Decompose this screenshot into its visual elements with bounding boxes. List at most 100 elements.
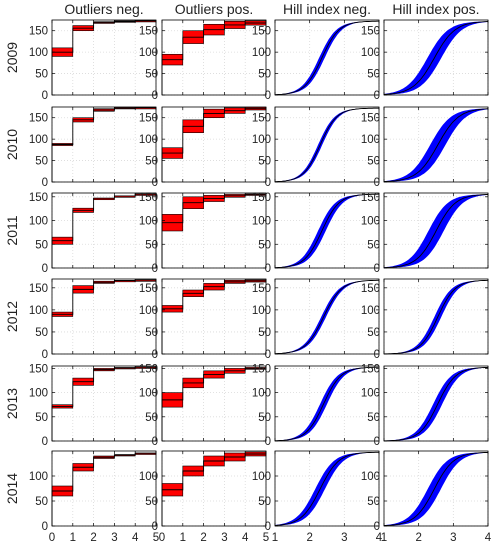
confidence-band	[275, 452, 379, 526]
x-tick-label: 2	[200, 532, 206, 544]
row-label-2012: 2012	[4, 301, 20, 332]
row-label-2011: 2011	[4, 215, 20, 245]
y-tick-label: 150	[361, 26, 380, 38]
y-tick-label: 100	[139, 216, 158, 228]
row-label-2013: 2013	[4, 388, 20, 419]
y-tick-label: 100	[139, 471, 158, 483]
y-tick-label: 150	[252, 363, 271, 375]
panel-2010-col-1: 0 50 100 150	[29, 106, 157, 189]
panel-2012-col-3: 0 50 100 150	[252, 278, 380, 361]
y-tick-label: 0	[152, 521, 158, 533]
x-tick-label: 4	[132, 532, 139, 544]
panel-2014-col-1: 0 50 100 0 1 2 3 4 5	[29, 450, 159, 544]
y-tick-label: 0	[42, 90, 48, 102]
y-tick-label: 150	[139, 26, 158, 38]
y-tick-label: 50	[35, 496, 48, 508]
x-tick-label: 1	[70, 532, 76, 544]
axes-frame	[383, 19, 489, 96]
cdf-line	[383, 108, 489, 183]
y-tick-label: 50	[145, 327, 158, 339]
axes-frame	[51, 365, 157, 442]
panel-2012-col-2: 0 50 100 150	[139, 278, 267, 361]
panel-2011-col-2: 0 50 100 150	[139, 192, 267, 275]
axes-frame	[51, 192, 157, 269]
y-tick-label: 50	[258, 412, 271, 424]
confidence-band	[384, 367, 488, 441]
y-tick-label: 150	[361, 113, 380, 125]
axes-frame	[161, 450, 267, 527]
y-tick-label: 150	[139, 113, 158, 125]
step-line	[161, 22, 266, 95]
y-tick-label: 150	[361, 363, 380, 375]
cdf-line	[383, 451, 489, 527]
x-tick-label: 4	[376, 532, 383, 544]
y-tick-label: 100	[139, 388, 158, 400]
axes-frame	[51, 106, 157, 183]
y-tick-label: 100	[252, 305, 271, 317]
y-tick-label: 100	[139, 47, 158, 59]
cdf-line	[383, 279, 489, 355]
panel-2009-col-4: 0 50 100 150	[361, 19, 489, 102]
y-tick-label: 100	[361, 388, 380, 400]
cdf-line	[274, 279, 379, 355]
y-tick-label: 50	[35, 327, 48, 339]
y-tick-label: 50	[367, 156, 380, 168]
x-tick-label: 2	[415, 532, 421, 544]
y-tick-label: 150	[139, 192, 158, 204]
step-line	[161, 367, 266, 441]
cdf-line	[383, 194, 488, 269]
x-tick-label: 3	[221, 532, 227, 544]
axes-frame	[274, 192, 380, 269]
y-tick-label: 150	[29, 113, 48, 125]
cdf-line	[384, 366, 489, 442]
y-tick-label: 0	[152, 436, 158, 448]
y-tick-label: 100	[252, 388, 271, 400]
y-tick-label: 0	[265, 90, 271, 102]
y-tick-label: 100	[29, 471, 48, 483]
x-tick-label: 1	[381, 532, 387, 544]
x-tick-label: 3	[341, 532, 347, 544]
x-tick-label: 2	[306, 532, 312, 544]
y-tick-label: 0	[374, 349, 380, 361]
step-line	[51, 366, 156, 441]
cdf-line	[275, 366, 380, 442]
y-tick-label: 0	[42, 349, 48, 361]
x-tick-label: 4	[485, 532, 492, 544]
y-tick-label: 100	[361, 47, 380, 59]
confidence-band	[275, 367, 379, 441]
row-label-2010: 2010	[4, 129, 20, 160]
panel-2009-col-2: 0 50 100 150	[139, 19, 267, 102]
column-title-1: Outliers neg.	[64, 1, 143, 17]
axes-frame	[383, 450, 489, 527]
axes-frame	[274, 106, 380, 183]
axes-frame	[161, 278, 267, 355]
y-tick-label: 50	[145, 69, 158, 81]
axes-frame	[161, 365, 267, 442]
y-tick-label: 150	[252, 192, 271, 204]
y-tick-label: 50	[258, 69, 271, 81]
column-title-4: Hill index pos.	[392, 1, 479, 17]
panel-2009-col-1: 0 50 100 150	[29, 19, 157, 102]
panel-2011-col-3: 0 50 100 150	[252, 192, 380, 275]
panel-2013-col-4: 0 50 100 150	[361, 363, 489, 448]
y-tick-label: 0	[42, 436, 48, 448]
y-tick-label: 100	[252, 471, 271, 483]
y-tick-label: 50	[367, 239, 380, 251]
x-tick-label: 0	[159, 532, 165, 544]
y-tick-label: 50	[367, 327, 380, 339]
axes-frame	[51, 450, 157, 527]
panel-2012-col-4: 0 50 100 150	[361, 278, 489, 361]
y-tick-label: 150	[139, 283, 158, 295]
y-tick-label: 50	[145, 496, 158, 508]
axes-frame	[383, 278, 489, 355]
y-tick-label: 100	[29, 134, 48, 146]
y-tick-label: 150	[252, 26, 271, 38]
axes-frame	[274, 365, 380, 442]
axes-frame	[274, 19, 380, 96]
panel-2014-col-4: 0 50 100 1 2 3 4	[361, 450, 492, 544]
y-tick-label: 0	[152, 90, 158, 102]
x-tick-label: 3	[111, 532, 117, 544]
step-line	[161, 108, 266, 182]
